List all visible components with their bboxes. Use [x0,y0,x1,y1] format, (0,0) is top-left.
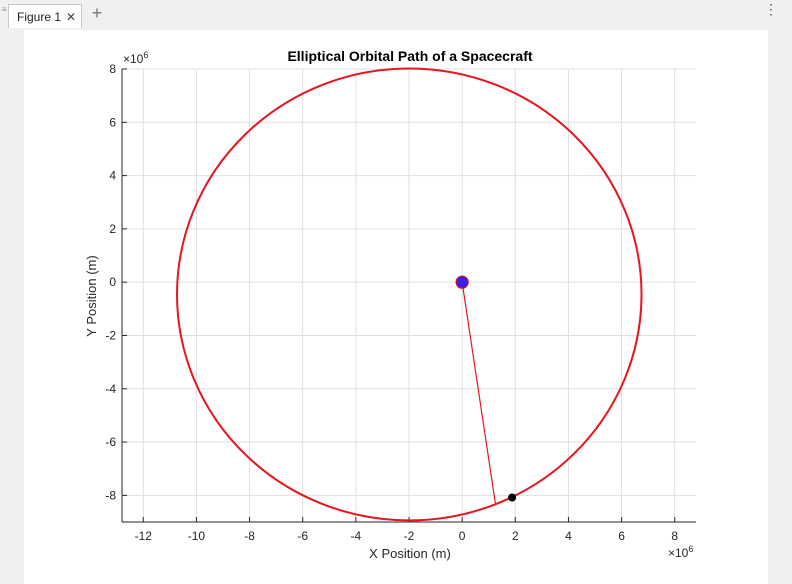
x-tick-label: -6 [297,529,308,543]
y-exponent-label: ×106 [123,50,148,66]
y-exponent-power: 6 [143,50,148,60]
orbit-path [176,67,643,522]
x-exponent-base: ×10 [668,546,689,560]
add-tab-icon[interactable]: + [91,3,103,23]
x-tick-label: 8 [671,529,678,543]
x-tick-label: 4 [565,529,572,543]
series-layer [176,67,643,522]
chart-title: Elliptical Orbital Path of a Spacecraft [287,48,532,64]
close-tab-icon[interactable]: ✕ [66,9,77,24]
radius-vector-line [461,282,496,504]
planet-marker [455,275,469,289]
tab-list-icon[interactable]: ≡ [2,5,7,14]
grid-lines [122,68,696,522]
x-tick-label: -10 [188,529,206,543]
x-tick-label: -8 [244,529,255,543]
tab-figure-1[interactable]: Figure 1 ✕ [8,4,82,28]
spacecraft-marker [508,493,517,502]
y-tick-label: -4 [105,382,116,396]
ticks: -12 -10 -8 -6 -4 -2 0 2 4 6 8 -8 -6 -4 -2 0 2 4 6 8 [105,62,678,543]
y-tick-label: -6 [105,435,116,449]
x-tick-label: 0 [459,529,466,543]
y-axis-label: Y Position (m) [84,255,99,336]
x-tick-label: 6 [618,529,625,543]
y-tick-label: 8 [109,62,116,76]
y-tick-label: 4 [109,169,116,183]
y-tick-label: 2 [109,222,116,236]
x-tick-label: 2 [512,529,519,543]
x-exponent-label: ×106 [668,544,693,560]
x-axis-label: X Position (m) [369,546,451,561]
y-tick-label: -8 [105,488,116,502]
x-exponent-power: 6 [688,544,693,554]
y-exponent-base: ×10 [123,52,144,66]
tab-bar: ≡ Figure 1 ✕ + ⋮ [0,0,792,30]
y-tick-label: -2 [105,328,116,342]
x-tick-label: -12 [135,529,153,543]
y-tick-label: 0 [109,275,116,289]
y-tick-label: 6 [109,115,116,129]
x-tick-label: -2 [404,529,415,543]
tab-label: Figure 1 [17,9,62,24]
x-tick-label: -4 [351,529,362,543]
